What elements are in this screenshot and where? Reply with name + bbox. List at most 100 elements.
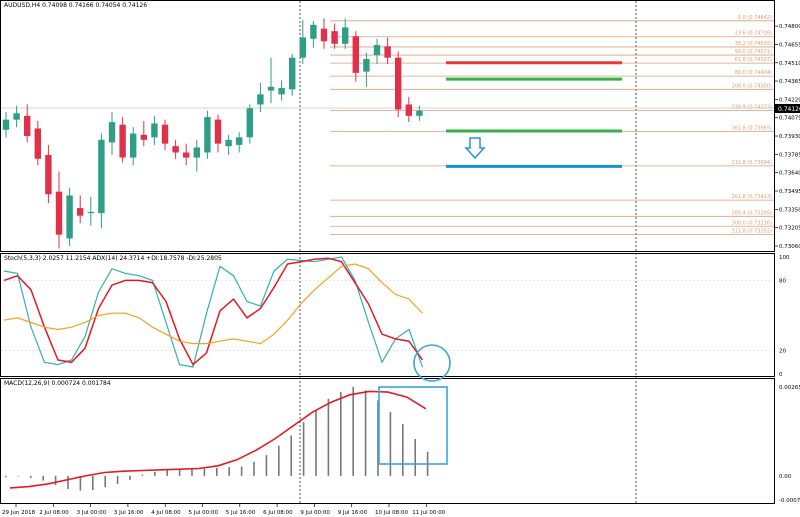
bear-candle xyxy=(24,115,31,137)
bear-candle xyxy=(77,208,84,216)
price-pane-header: AUDUSD,H4 0.74098 0.74166 0.74054 0.7412… xyxy=(4,2,148,9)
time-tick-label: 29 Jun 2018 xyxy=(2,510,36,516)
bull-candle xyxy=(236,137,243,145)
price-tick-label: 0.74075 xyxy=(779,116,800,122)
bear-candle xyxy=(119,124,126,158)
bull-candle xyxy=(267,86,275,91)
bear-candle xyxy=(161,124,169,144)
time-tick-label: 5 Jul 16:00 xyxy=(226,510,256,516)
macd-pane-header: MACD(12,26,9) 0.000724 0.001784 xyxy=(4,380,111,387)
stoch-pane-frame xyxy=(0,253,775,377)
bull-candle xyxy=(108,122,116,143)
price-tick-label: 0.73495 xyxy=(779,189,800,195)
price-tick-label: 0.73930 xyxy=(779,134,800,140)
price-pane-frame xyxy=(0,0,775,252)
price-tick-label: 0.73205 xyxy=(779,226,800,232)
bear-candle xyxy=(352,36,359,73)
fib-level-label: 161.8 (0.73965) xyxy=(732,126,773,132)
stoch-highlight-circle xyxy=(413,344,451,382)
time-tick-label: 2 Jul 08:00 xyxy=(39,510,69,516)
bear-candle xyxy=(45,155,52,195)
bear-candle xyxy=(140,134,147,140)
fib-level-label: 50.0 (0.74571) xyxy=(735,49,772,55)
bull-candle xyxy=(13,113,20,120)
bull-candle xyxy=(66,195,73,239)
bull-candle xyxy=(278,88,285,95)
fib-level-label: 80.0 (0.74404) xyxy=(735,70,772,76)
stoch-tick-label: 80 xyxy=(779,278,786,284)
time-tick-label: 3 Jul 00:00 xyxy=(77,510,107,516)
time-tick-label: 9 Jul 16:00 xyxy=(338,510,368,516)
fib-level-label: 38.2 (0.74635) xyxy=(735,41,772,47)
fibonacci-levels: 0.0 (0.74842) 23.6 (0.74716) 38.2 (0.74635… xyxy=(330,15,774,235)
time-tick-label: 3 Jul 16:00 xyxy=(114,510,144,516)
macd-axis: 0.002658 0.00 -0.000720 xyxy=(779,385,800,504)
price-axis: 0.74800 0.74655 0.74510 0.74365 0.74220 0.740… xyxy=(774,24,800,250)
bull-candle xyxy=(299,37,306,58)
price-tick-label: 0.74800 xyxy=(779,24,800,30)
fib-level-label: 311.8 (0.73152) xyxy=(732,228,773,234)
fib-level-label: 300.0 (0.73216) xyxy=(732,220,773,226)
time-tick-label: 9 Jul 00:00 xyxy=(300,510,330,516)
stoch-tick-label: 100 xyxy=(779,255,790,261)
bull-candle xyxy=(310,24,317,39)
fib-level-label: 261.8 (0.73423) xyxy=(732,194,773,200)
bull-candle xyxy=(363,58,370,72)
stoch-tick-label: 20 xyxy=(779,349,786,355)
macd-tick-label: -0.000720 xyxy=(779,498,800,504)
bull-candle xyxy=(342,27,349,44)
fib-level-label: 285.4 (0.73295) xyxy=(732,210,773,216)
bear-candle xyxy=(183,152,190,158)
bull-candle xyxy=(204,117,211,153)
fib-level-label: 130.9 (0.74133) xyxy=(732,104,773,110)
current-price-label: 0.74126 xyxy=(778,106,800,113)
stoch-d-line xyxy=(3,257,424,366)
price-tick-label: 0.73350 xyxy=(779,207,800,213)
time-tick-label: 10 Jul 08:00 xyxy=(375,510,408,516)
bear-candle xyxy=(320,28,328,42)
stochastic-oscillator xyxy=(1,256,774,368)
macd-signal-line xyxy=(9,390,427,489)
bull-candle xyxy=(87,211,94,214)
bull-candle xyxy=(130,133,137,158)
price-tick-label: 0.74655 xyxy=(779,42,800,48)
price-tick-label: 0.73060 xyxy=(779,244,800,250)
price-tick-label: 0.73640 xyxy=(779,171,800,177)
bull-candle xyxy=(193,147,200,158)
bear-candle xyxy=(331,31,338,44)
bear-candle xyxy=(34,128,41,159)
macd-pane-frame xyxy=(0,378,775,504)
current-price-tag: 0.74126 xyxy=(775,104,800,113)
stoch-k-line xyxy=(3,256,424,368)
macd-tick-label: 0.00 xyxy=(779,474,792,480)
macd-indicator xyxy=(5,387,429,491)
time-axis: 29 Jun 2018 2 Jul 08:00 3 Jul 00:00 3 Jul 1… xyxy=(2,504,446,516)
support-resistance-lines[interactable] xyxy=(446,61,622,168)
bear-candle xyxy=(55,191,63,235)
bull-candle xyxy=(98,139,105,214)
stoch-axis: 100 80 20 0 xyxy=(779,255,790,378)
bear-candle xyxy=(395,57,402,110)
time-tick-label: 6 Jul 08:00 xyxy=(263,510,293,516)
bull-candle xyxy=(225,139,232,147)
bull-candle xyxy=(2,119,10,130)
stoch-pane-header: Stoch(5,3,3) 2.0257 11.2154 ADX(14) 24.3… xyxy=(4,255,222,262)
bull-candle xyxy=(246,108,253,138)
time-tick-label: 5 Jul 00:00 xyxy=(189,510,219,516)
fib-level-label: 61.8 (0.74507) xyxy=(735,57,772,63)
bull-candle xyxy=(373,45,381,56)
price-tick-label: 0.74365 xyxy=(779,79,800,85)
price-tick-label: 0.74220 xyxy=(779,97,800,103)
fib-level-label: 23.6 (0.74716) xyxy=(735,31,772,37)
bull-candle xyxy=(257,94,264,105)
down-arrow-icon xyxy=(464,137,486,160)
fib-level-label: 100.0 (0.74300) xyxy=(732,83,773,89)
stoch-tick-label: 0 xyxy=(779,372,783,378)
bull-candle xyxy=(289,57,296,90)
bear-candle xyxy=(214,119,222,144)
price-tick-label: 0.74510 xyxy=(779,61,800,67)
bull-candle xyxy=(416,110,423,116)
bear-candle xyxy=(405,104,412,116)
fib-level-label: 0.0 (0.74842) xyxy=(738,15,772,21)
